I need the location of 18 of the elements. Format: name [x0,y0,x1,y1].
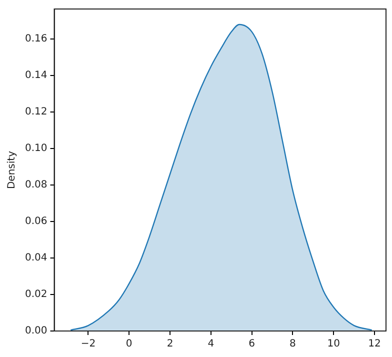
y-tick-label: 0.10 [25,143,48,154]
x-tick-label: 8 [290,338,296,350]
y-tick-label: 0.14 [25,70,48,82]
y-tick-label: 0.00 [25,326,48,337]
x-tick-label: 4 [208,338,214,350]
y-tick-label: 0.04 [25,252,48,264]
y-tick-label: 0.12 [25,106,48,118]
x-tick-label: −2 [80,338,96,350]
x-tick-label: 10 [327,338,340,350]
y-tick-label: 0.06 [25,216,48,228]
x-tick-label: 0 [126,338,132,350]
x-tick-label: 6 [248,338,256,350]
y-axis-title: Density [6,150,18,190]
y-tick-label: 0.08 [25,180,48,191]
x-tick-label: 2 [166,338,174,350]
y-tick-label: 0.02 [25,289,48,300]
x-tick-label: 12 [368,338,381,350]
y-tick-label: 0.16 [25,34,48,45]
